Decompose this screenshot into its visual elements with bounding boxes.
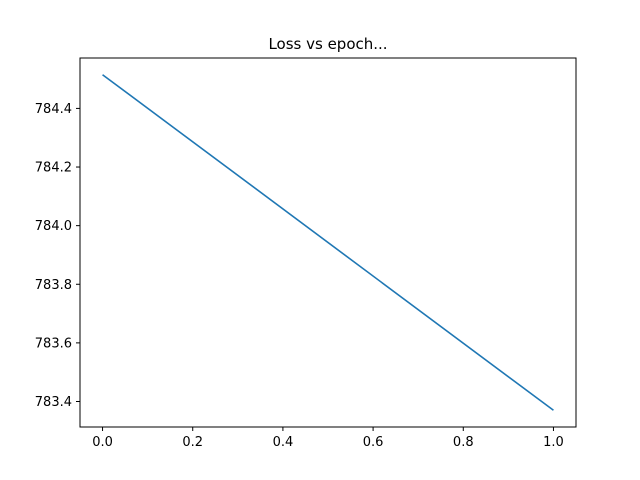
chart-title: Loss vs epoch...: [268, 35, 387, 53]
y-tick-label: 783.8: [35, 278, 72, 293]
x-tick-label: 1.0: [543, 435, 564, 450]
y-tick-label: 784.4: [35, 102, 72, 117]
y-tick-label: 783.6: [35, 336, 72, 351]
y-tick-label: 784.2: [35, 161, 72, 176]
x-tick-label: 0.4: [273, 435, 294, 450]
axes-frame: [79, 57, 577, 428]
plot-area: [102, 74, 554, 411]
x-axis-ticks: 0.0 0.2 0.4 0.6 0.8 1.0: [92, 427, 564, 450]
x-tick-label: 0.2: [182, 435, 203, 450]
x-tick-label: 0.0: [92, 435, 113, 450]
x-tick-label: 0.6: [363, 435, 384, 450]
y-axis-ticks: 783.4 783.6 783.8 784.0 784.2 784.4: [35, 102, 80, 410]
y-tick-label: 783.4: [35, 395, 72, 410]
series-line-0: [102, 74, 554, 411]
y-tick-label: 784.0: [35, 219, 72, 234]
x-tick-label: 0.8: [453, 435, 474, 450]
